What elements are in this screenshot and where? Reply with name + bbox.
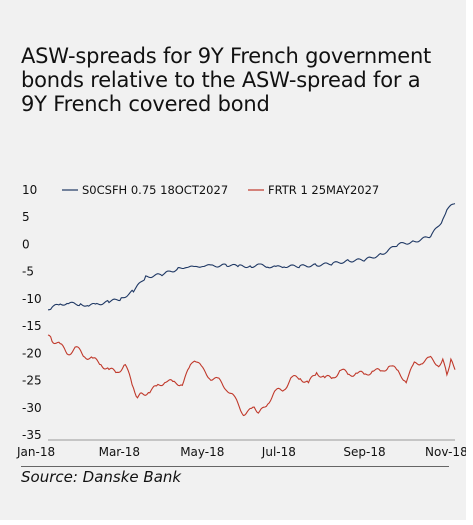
- y-tick-label: 10: [22, 183, 37, 197]
- source-divider: [21, 466, 449, 467]
- y-tick-label: 0: [22, 237, 30, 251]
- y-tick-label: -35: [22, 428, 42, 442]
- x-tick-label: Jul-18: [261, 445, 296, 459]
- x-tick-label: Nov-18: [425, 445, 466, 459]
- source-note: Source: Danske Bank: [21, 468, 182, 486]
- y-tick-label: -15: [22, 319, 42, 333]
- series-line: [47, 203, 456, 311]
- legend-label: S0CSFH 0.75 18OCT2027: [82, 183, 228, 197]
- x-tick-label: May-18: [180, 445, 224, 459]
- legend-label: FRTR 1 25MAY2027: [268, 183, 379, 197]
- series-line: [47, 334, 456, 417]
- y-tick-label: -10: [22, 292, 42, 306]
- chart-area: 10 5 0 -5 -10 -15 -20 -25 -30 -35 Jan-18 Mar-18 May-…: [0, 178, 468, 463]
- y-tick-label: -5: [22, 265, 34, 279]
- y-tick-label: 5: [22, 210, 30, 224]
- y-tick-label: -25: [22, 374, 42, 388]
- y-tick-label: -30: [22, 401, 42, 415]
- x-tick-label: Sep-18: [343, 445, 385, 459]
- chart-title: ASW-spreads for 9Y French government bon…: [21, 44, 432, 116]
- x-tick-label: Mar-18: [99, 445, 140, 459]
- x-tick-label: Jan-18: [16, 445, 55, 459]
- line-chart: 10 5 0 -5 -10 -15 -20 -25 -30 -35 Jan-18 Mar-18 May-…: [16, 183, 468, 459]
- y-tick-label: -20: [22, 346, 42, 360]
